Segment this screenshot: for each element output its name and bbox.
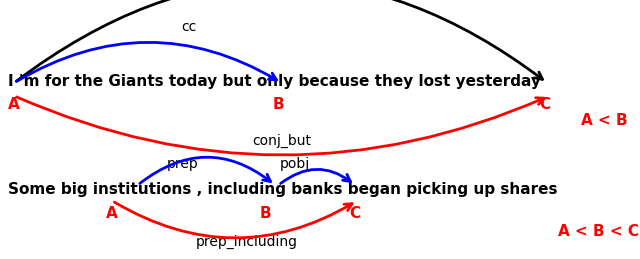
Text: C: C	[540, 97, 551, 112]
FancyArrowPatch shape	[16, 0, 543, 81]
Text: cc: cc	[181, 20, 196, 34]
Text: A < B: A < B	[582, 113, 628, 128]
Text: conj_but: conj_but	[252, 134, 311, 148]
FancyArrowPatch shape	[140, 157, 271, 183]
Text: A < B < C: A < B < C	[558, 224, 639, 239]
Text: B: B	[260, 206, 271, 221]
Text: C: C	[349, 206, 361, 221]
Text: Some big institutions , including banks began picking up shares: Some big institutions , including banks …	[8, 182, 557, 197]
Text: prep: prep	[166, 157, 198, 171]
Text: I 'm for the Giants today but only because they lost yesterday: I 'm for the Giants today but only becau…	[8, 74, 541, 89]
Text: pobj: pobj	[279, 157, 310, 171]
Text: A: A	[8, 97, 20, 112]
Text: A: A	[106, 206, 118, 221]
Text: prep_including: prep_including	[195, 235, 298, 249]
Text: B: B	[273, 97, 284, 112]
FancyArrowPatch shape	[17, 42, 276, 82]
FancyArrowPatch shape	[280, 169, 351, 183]
FancyArrowPatch shape	[17, 97, 544, 155]
FancyArrowPatch shape	[115, 202, 352, 238]
